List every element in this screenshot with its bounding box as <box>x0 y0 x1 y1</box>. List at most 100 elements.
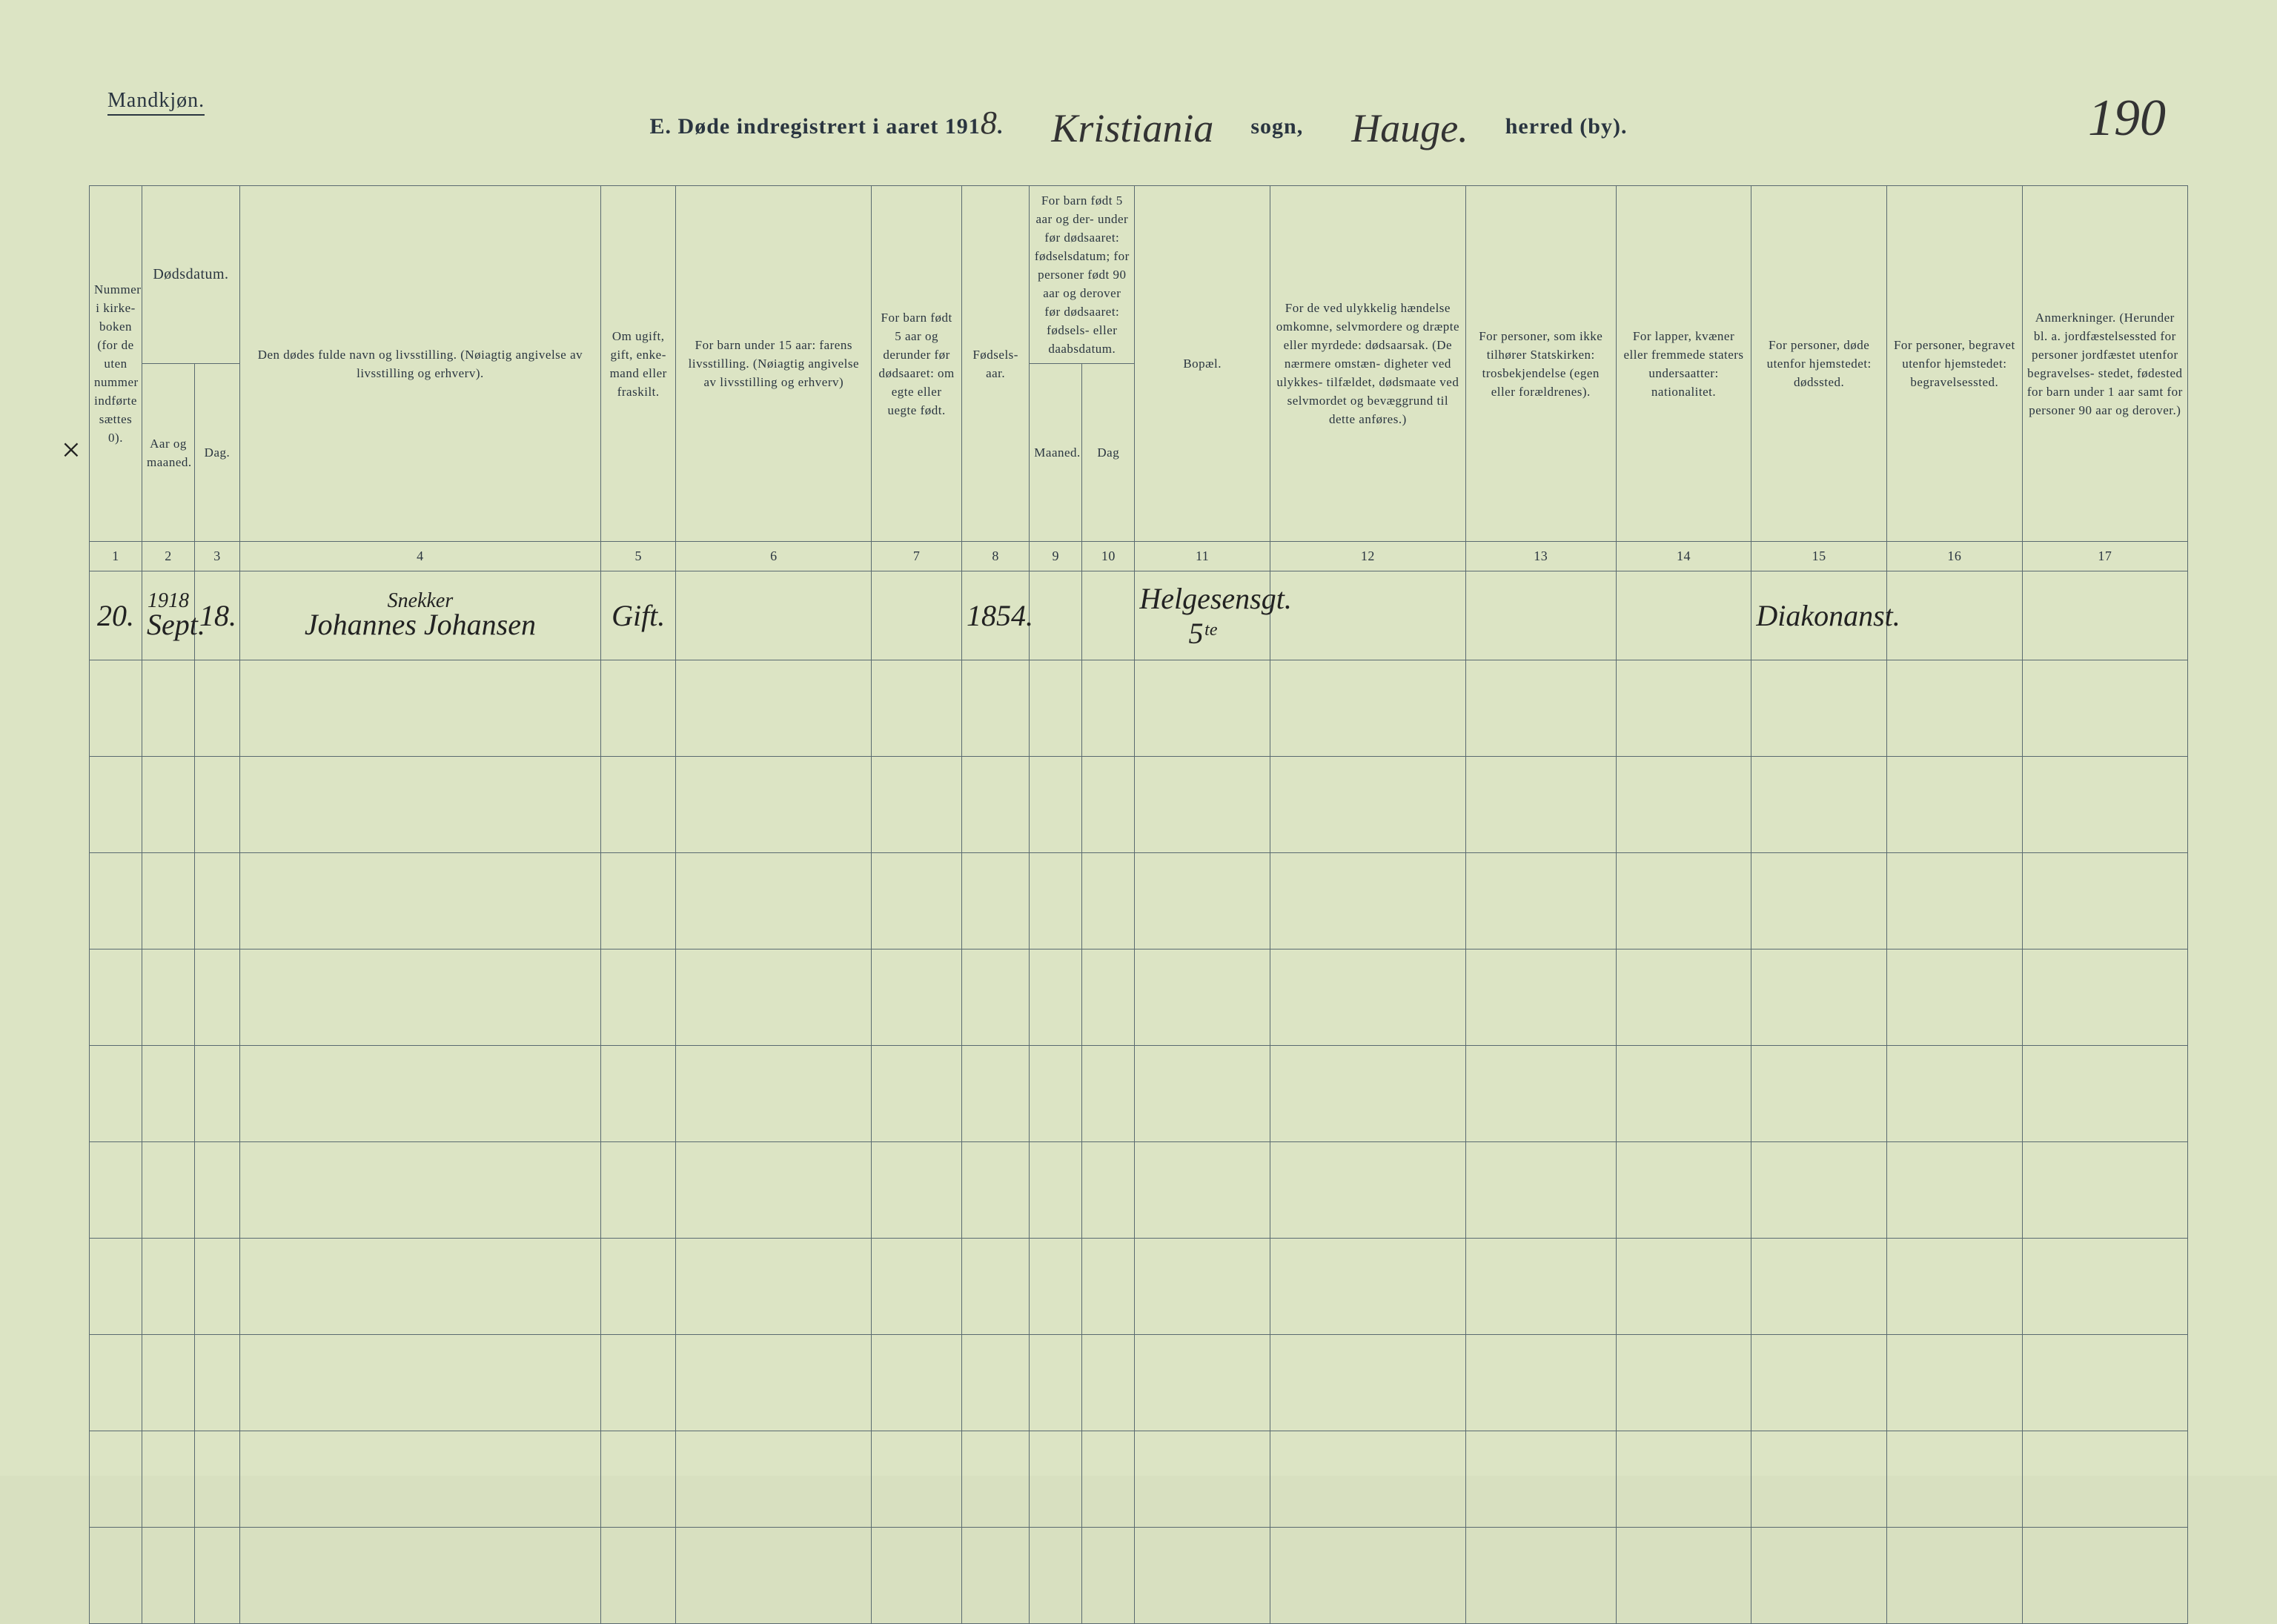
title-prefix: E. Døde indregistrert i aaret 191 <box>650 114 981 139</box>
empty-cell <box>195 1335 240 1431</box>
empty-cell <box>239 757 600 853</box>
empty-cell <box>961 1142 1029 1239</box>
col-header-7: For barn født 5 aar og derunder før døds… <box>872 186 962 542</box>
empty-row <box>90 660 2188 757</box>
empty-cell <box>872 660 962 757</box>
col-header-6: For barn under 15 aar: farens livsstilli… <box>676 186 872 542</box>
empty-cell <box>1135 853 1270 949</box>
entry-c17 <box>2022 571 2187 660</box>
empty-cell <box>600 1528 675 1624</box>
empty-cell <box>1616 949 1751 1046</box>
empty-cell <box>1082 1046 1135 1142</box>
empty-row <box>90 1239 2188 1335</box>
empty-cell <box>90 1431 142 1528</box>
empty-cell <box>142 1335 195 1431</box>
empty-cell <box>2022 757 2187 853</box>
empty-cell <box>1270 757 1465 853</box>
empty-cell <box>1270 1335 1465 1431</box>
entry-c10 <box>1082 571 1135 660</box>
empty-cell <box>1270 949 1465 1046</box>
empty-cell <box>676 757 872 853</box>
empty-cell <box>1465 757 1616 853</box>
empty-cell <box>1465 1142 1616 1239</box>
empty-cell <box>142 1142 195 1239</box>
empty-cell <box>239 1239 600 1335</box>
col-header-14: For lapper, kvæner eller fremmede stater… <box>1616 186 1751 542</box>
col-num-17: 17 <box>2022 542 2187 571</box>
empty-cell <box>600 757 675 853</box>
empty-cell <box>239 1142 600 1239</box>
register-page: Mandkjøn. E. Døde indregistrert i aaret … <box>0 0 2277 1476</box>
empty-cell <box>961 949 1029 1046</box>
empty-cell <box>600 1046 675 1142</box>
empty-row <box>90 853 2188 949</box>
col-header-8: Fødsels- aar. <box>961 186 1029 542</box>
empty-cell <box>1751 853 1887 949</box>
empty-cell <box>872 1239 962 1335</box>
col-num-1: 1 <box>90 542 142 571</box>
empty-row <box>90 757 2188 853</box>
empty-cell <box>1135 949 1270 1046</box>
empty-cell <box>1082 1335 1135 1431</box>
col-header-1: Nummer i kirke- boken (for de uten numme… <box>90 186 142 542</box>
empty-cell <box>1030 1335 1082 1431</box>
empty-cell <box>1616 757 1751 853</box>
empty-cell <box>1135 1142 1270 1239</box>
empty-cell <box>1082 757 1135 853</box>
col-header-10: Dag <box>1082 364 1135 542</box>
empty-cell <box>676 1142 872 1239</box>
col-header-16: For personer, begravet utenfor hjemstede… <box>1887 186 2023 542</box>
empty-cell <box>2022 1046 2187 1142</box>
empty-cell <box>195 949 240 1046</box>
empty-cell <box>961 1431 1029 1528</box>
empty-cell <box>961 1528 1029 1624</box>
empty-cell <box>872 1142 962 1239</box>
empty-cell <box>676 660 872 757</box>
empty-cell <box>600 1335 675 1431</box>
empty-cell <box>1030 757 1082 853</box>
entry-number: 20. <box>90 571 142 660</box>
empty-cell <box>1030 660 1082 757</box>
empty-cell <box>142 853 195 949</box>
empty-cell <box>1082 1142 1135 1239</box>
empty-cell <box>195 757 240 853</box>
parish-label: sogn, <box>1250 114 1303 139</box>
entry-c16 <box>1887 571 2023 660</box>
empty-cell <box>1270 1528 1465 1624</box>
col-num-2: 2 <box>142 542 195 571</box>
empty-cell <box>1465 660 1616 757</box>
empty-cell <box>1616 1528 1751 1624</box>
parish-value: Kristiania <box>1036 105 1228 151</box>
col-num-12: 12 <box>1270 542 1465 571</box>
empty-cell <box>1082 949 1135 1046</box>
empty-cell <box>2022 1528 2187 1624</box>
empty-cell <box>90 1239 142 1335</box>
entry-birth-year: 1854. <box>961 571 1029 660</box>
entry-c12 <box>1270 571 1465 660</box>
empty-cell <box>961 757 1029 853</box>
empty-cell <box>600 1239 675 1335</box>
empty-cell <box>1270 1142 1465 1239</box>
empty-cell <box>1887 1046 2023 1142</box>
empty-cell <box>872 757 962 853</box>
col-num-8: 8 <box>961 542 1029 571</box>
empty-cell <box>1465 1335 1616 1431</box>
empty-row <box>90 1431 2188 1528</box>
col-header-12: For de ved ulykkelig hændelse omkomne, s… <box>1270 186 1465 542</box>
empty-cell <box>1465 853 1616 949</box>
empty-cell <box>1887 660 2023 757</box>
empty-cell <box>676 1335 872 1431</box>
empty-cell <box>676 1239 872 1335</box>
empty-cell <box>872 1431 962 1528</box>
empty-cell <box>676 1046 872 1142</box>
empty-cell <box>600 660 675 757</box>
empty-cell <box>1887 1431 2023 1528</box>
col-header-2: Aar og maaned. <box>142 364 195 542</box>
empty-row <box>90 1142 2188 1239</box>
empty-cell <box>1887 1142 2023 1239</box>
empty-cell <box>872 853 962 949</box>
empty-cell <box>1887 1239 2023 1335</box>
empty-cell <box>195 853 240 949</box>
empty-cell <box>1030 949 1082 1046</box>
empty-cell <box>1616 1046 1751 1142</box>
